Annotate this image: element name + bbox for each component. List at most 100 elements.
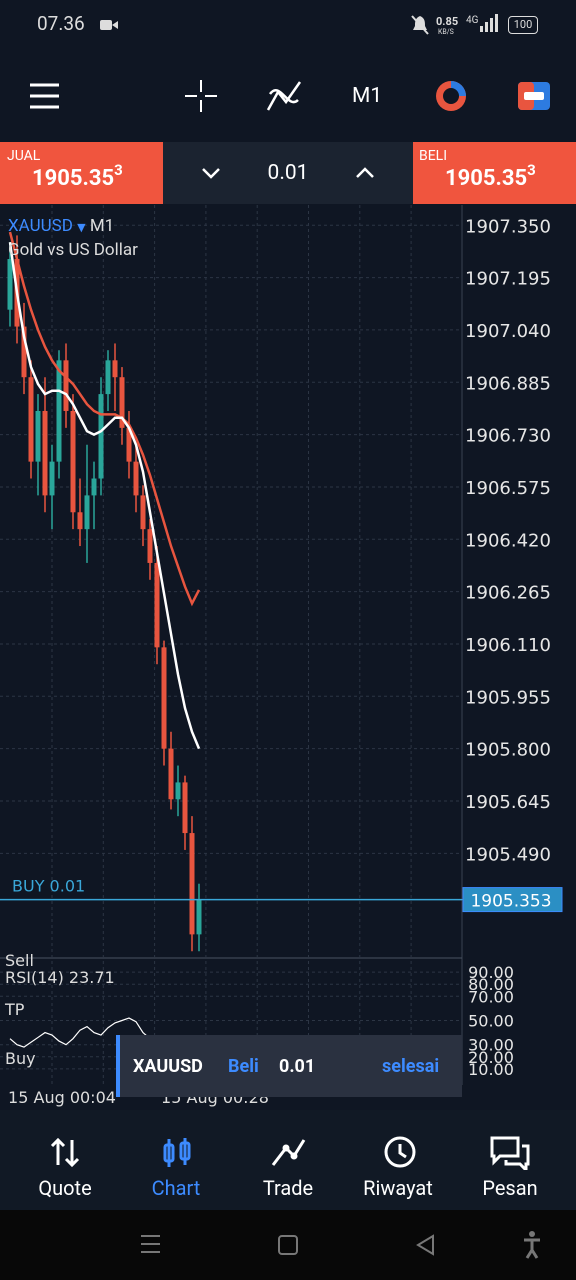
y-tick-label: 1905.955	[465, 687, 551, 708]
indicator-button[interactable]	[266, 81, 302, 111]
y-tick-label: 1906.110	[465, 635, 551, 656]
candle-body	[168, 748, 174, 800]
chart-description: Gold vs US Dollar	[8, 240, 138, 260]
chart-timeframe: M1	[89, 216, 115, 236]
y-tick-label: 1906.730	[465, 426, 551, 447]
candle-body	[112, 360, 118, 378]
order-panel: XAUUSD Beli 0.01 selesai	[116, 1035, 462, 1097]
y-tick-label: 1907.040	[465, 321, 551, 342]
candle-body	[70, 410, 76, 513]
rsi-tick-label: 90.00	[468, 963, 514, 982]
candle-body	[28, 377, 34, 462]
order-volume: 0.01	[279, 1056, 316, 1077]
nav-item[interactable]: Trade	[262, 1176, 314, 1200]
candle-body	[175, 782, 181, 800]
system-bar	[0, 1210, 576, 1280]
toolbar-icons	[30, 80, 550, 112]
candle-body	[140, 495, 146, 530]
net-speed-unit: KB/S	[438, 28, 454, 36]
order-done[interactable]: selesai	[382, 1056, 440, 1077]
buy-price: 1905.353	[445, 160, 536, 192]
rsi-tick-label: 10.00	[468, 1060, 514, 1079]
x-tick-label: 15 Aug 00:04	[8, 1088, 116, 1107]
sell-price-main: 1905.35	[32, 166, 115, 191]
axis-labels: 1907.350 1907.195 1907.040 1906.885 1906.730…	[4, 216, 563, 1107]
volume-control: 0.01	[163, 142, 413, 204]
volume-up[interactable]	[355, 166, 375, 180]
menu-button[interactable]	[30, 83, 59, 109]
nav-item[interactable]: Pesan	[482, 1176, 538, 1200]
chart-symbol: XAUUSD	[8, 216, 73, 236]
mute-icon	[411, 15, 429, 35]
chart: 1907.350 1907.195 1907.040 1906.885 1906.730…	[0, 205, 563, 1107]
candle-body	[161, 647, 167, 749]
timeframe-button[interactable]: M1	[352, 84, 383, 108]
rsi-tick-label: 20.00	[468, 1048, 514, 1067]
rsi-label: RSI(14) 23.71	[5, 968, 115, 987]
candle-body	[49, 461, 55, 496]
y-tick-label: 1905.490	[465, 844, 551, 865]
candle-body	[77, 512, 83, 530]
y-tick-label: 1906.265	[465, 583, 551, 604]
plot-area	[0, 205, 462, 958]
candle-body	[42, 410, 48, 496]
moving-average-slow	[8, 231, 201, 607]
candle-body	[196, 899, 202, 935]
candle-body	[63, 360, 69, 411]
current-price-box	[462, 887, 563, 913]
rsi-tick-label: 30.00	[468, 1036, 514, 1055]
sell-price-digit: 3	[114, 161, 123, 179]
current-price-label: 1905.353	[470, 892, 551, 912]
candle-body	[182, 782, 188, 834]
candle-body	[133, 461, 139, 496]
candle-body	[21, 326, 27, 378]
y-tick-label: 1907.350	[465, 216, 551, 237]
candle-body	[84, 495, 90, 530]
candle-body	[189, 833, 195, 935]
nav-item[interactable]: Quote	[38, 1176, 92, 1200]
candle-body	[7, 259, 13, 310]
sell-button[interactable]: JUAL 1905.353	[0, 142, 163, 204]
candle-body	[91, 478, 97, 496]
rsi-tick-label: 80.00	[468, 975, 514, 994]
crosshair-button[interactable]	[185, 80, 217, 112]
bottom-nav: Quote Chart Trade Riwayat Pesan	[0, 1110, 576, 1210]
buy-label: BELI	[419, 148, 448, 164]
volume-value[interactable]: 0.01	[267, 161, 309, 185]
net-speed: 0.85	[436, 15, 459, 28]
record-icon	[100, 20, 118, 30]
volume-down[interactable]	[201, 166, 221, 180]
order-side: Beli	[228, 1056, 259, 1077]
rsi-tick-label: 50.00	[468, 1012, 514, 1031]
candle-body	[147, 529, 153, 563]
candle-body	[105, 360, 111, 395]
candle-body	[119, 377, 125, 428]
chart-symbol-row: XAUUSD ▼ M1	[8, 216, 115, 236]
candle-body	[154, 562, 160, 648]
candle-body	[126, 427, 132, 462]
network-type: 4G	[466, 15, 479, 26]
nav-item[interactable]: Chart	[151, 1176, 201, 1200]
buy-price-main: 1905.35	[445, 166, 528, 191]
price-marks	[0, 231, 462, 952]
sell-label: JUAL	[7, 148, 41, 164]
moving-average-fast	[8, 241, 201, 750]
candle-body	[56, 360, 62, 462]
status-time: 07.36	[37, 12, 85, 35]
nav-item[interactable]: Riwayat	[363, 1176, 433, 1200]
battery: 100	[508, 16, 538, 34]
sell-price: 1905.353	[32, 160, 123, 192]
signal-icon	[480, 14, 498, 32]
candle-body	[35, 410, 41, 462]
trade-level-label: Buy	[5, 1049, 36, 1068]
trade-level-label: Sell	[5, 951, 34, 970]
y-tick-label: 1907.195	[465, 269, 551, 290]
y-tick-label: 1905.800	[465, 740, 551, 761]
nav-icons	[50, 1136, 530, 1170]
buy-price-digit: 3	[527, 161, 536, 179]
order-label: BUY 0.01	[12, 877, 85, 896]
rsi-tick-label: 70.00	[468, 987, 514, 1006]
y-tick-label: 1906.420	[465, 530, 551, 551]
buy-button[interactable]: BELI 1905.353	[413, 142, 576, 204]
